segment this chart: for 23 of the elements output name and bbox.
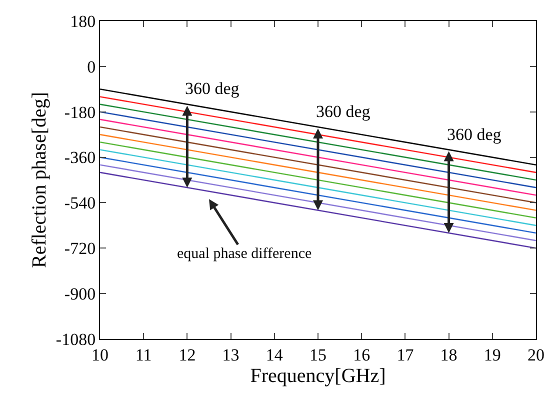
x-tick-label: 17: [396, 345, 414, 364]
y-axis-title: Reflection phase[deg]: [28, 92, 50, 268]
y-tick-label: -540: [64, 194, 96, 213]
x-axis-title: Frequency[GHz]: [250, 364, 386, 387]
y-tick-label: 0: [87, 57, 96, 76]
annotation: equal phase difference: [177, 246, 312, 262]
y-tick-label: -180: [64, 102, 96, 122]
x-tick-label: 16: [353, 345, 370, 364]
y-tick-label: 180: [70, 12, 96, 31]
annotation: 360 deg: [316, 102, 371, 121]
y-tick-label: -720: [64, 239, 96, 258]
y-tick-label: -900: [64, 284, 96, 304]
x-tick-label: 20: [528, 345, 544, 364]
x-tick-label: 11: [135, 345, 152, 364]
annotation: 360 deg: [447, 125, 502, 144]
x-tick-label: 15: [310, 345, 326, 364]
x-tick-label: 19: [484, 345, 501, 364]
x-tick-label: 12: [178, 345, 196, 364]
y-tick-label: -360: [64, 148, 96, 168]
annotation: 360 deg: [185, 79, 240, 98]
x-tick-label: 18: [440, 345, 458, 364]
x-tick-label: 14: [266, 345, 284, 364]
x-tick-label: 13: [222, 345, 240, 364]
